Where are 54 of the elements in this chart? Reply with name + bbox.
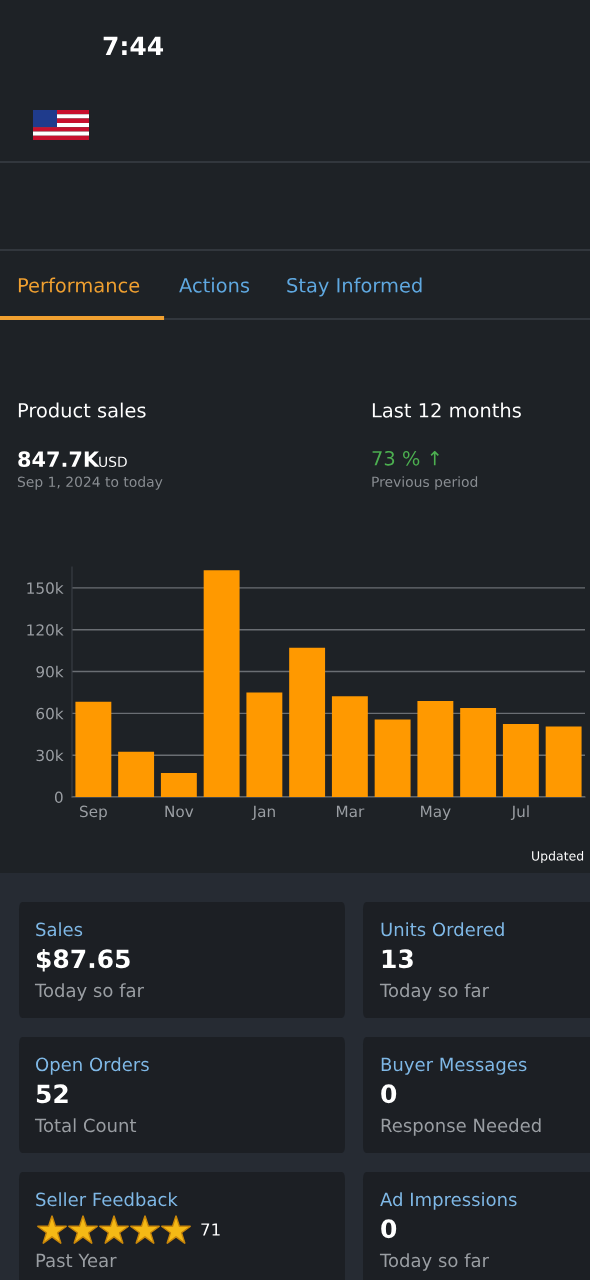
text: Today so far [379, 983, 489, 1001]
bar [75, 701, 112, 797]
text: Sep 1, 2024 to today [17, 476, 163, 490]
text: $87.65 [36, 948, 130, 972]
bar [160, 773, 197, 797]
bar [203, 570, 240, 797]
bar [545, 726, 582, 797]
text: Last 12 months [372, 402, 521, 418]
x-tick-label: Jan [251, 805, 275, 820]
text: Open Orders [36, 1057, 149, 1075]
y-tick-label: 120k [27, 623, 64, 636]
text: 0 [381, 1219, 397, 1239]
text: Today so far [34, 983, 144, 1001]
x-tick-label: Sep [79, 805, 107, 821]
text: Stay Informed [287, 277, 422, 297]
text: Buyer Messages [381, 1057, 527, 1075]
x-tick-label: May [421, 805, 451, 821]
text: 847.7K [18, 451, 100, 468]
text: Seller Feedback [36, 1192, 178, 1207]
text: 7:44 [103, 36, 164, 55]
bar [374, 719, 411, 797]
bar [417, 701, 454, 797]
chart-title: Product sales [18, 402, 146, 418]
x-tick-label: Nov [165, 805, 194, 818]
text: Updated [532, 850, 584, 864]
bar [246, 692, 283, 797]
text: Sales [36, 922, 83, 937]
y-tick-label: 60k [36, 707, 64, 720]
y-tick-label: 30k [36, 749, 64, 762]
text: Past Year [36, 1253, 117, 1268]
text: Response Needed [381, 1118, 541, 1136]
bar [502, 723, 539, 797]
bar [118, 751, 155, 797]
text: Performance [18, 277, 140, 293]
text: Actions [179, 277, 250, 293]
text: 73 % ↑ [372, 450, 439, 466]
text: 0 [381, 1084, 397, 1104]
text: Today so far [379, 1253, 489, 1271]
y-tick-label: 90k [36, 665, 64, 678]
text: 52 [36, 1084, 68, 1104]
bar [331, 696, 368, 797]
text: 13 [382, 949, 413, 969]
text: 71 [201, 1223, 220, 1236]
bar [460, 708, 497, 797]
text: Ad Impressions [380, 1192, 517, 1210]
text: Total Count [34, 1118, 137, 1133]
bar [289, 647, 326, 797]
y-tick-label: 150k [27, 582, 64, 594]
y-tick-label: 0 [54, 791, 63, 804]
text: Units Ordered [381, 922, 504, 937]
text: Previous period [372, 476, 478, 490]
x-tick-label: Jul [510, 805, 529, 820]
text: USD [99, 456, 127, 468]
x-tick-label: Mar [336, 805, 365, 818]
